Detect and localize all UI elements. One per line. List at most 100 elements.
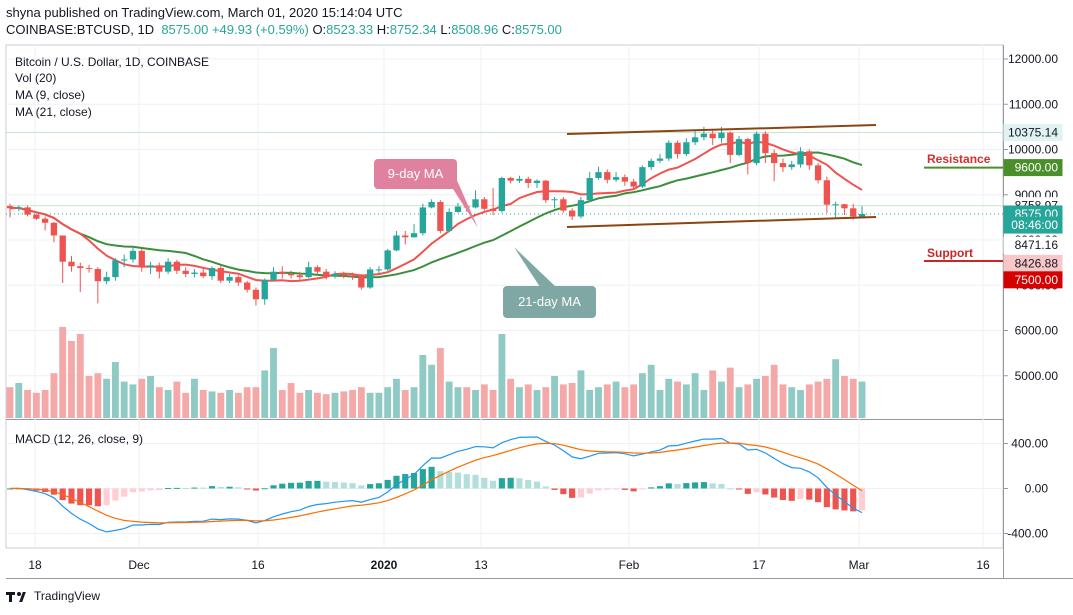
candle[interactable] xyxy=(788,160,795,170)
candle[interactable] xyxy=(727,131,734,164)
candle[interactable] xyxy=(366,267,374,289)
candle[interactable] xyxy=(674,140,681,159)
candle[interactable] xyxy=(437,200,444,234)
candle[interactable] xyxy=(323,268,330,280)
candle[interactable] xyxy=(147,261,154,274)
candle[interactable] xyxy=(393,230,400,252)
candle[interactable] xyxy=(481,197,488,211)
candle[interactable] xyxy=(595,166,602,180)
candle[interactable] xyxy=(586,172,593,202)
candle[interactable] xyxy=(516,175,523,183)
candle[interactable] xyxy=(683,138,690,157)
candle[interactable] xyxy=(665,140,672,161)
candle[interactable] xyxy=(261,278,268,305)
candle[interactable] xyxy=(560,197,567,213)
candle[interactable] xyxy=(217,264,224,283)
candle[interactable] xyxy=(296,271,304,280)
candle[interactable] xyxy=(287,270,295,279)
candle[interactable] xyxy=(279,266,286,279)
candle[interactable] xyxy=(314,265,321,276)
candle[interactable] xyxy=(648,158,655,170)
candle[interactable] xyxy=(77,262,84,293)
candle[interactable] xyxy=(498,176,506,213)
volume-bar xyxy=(849,378,857,418)
candle[interactable] xyxy=(164,258,172,274)
candle[interactable] xyxy=(568,208,576,221)
candle[interactable] xyxy=(305,261,312,279)
candle[interactable] xyxy=(630,178,637,190)
candle[interactable] xyxy=(604,169,611,184)
candle[interactable] xyxy=(59,235,66,283)
candle[interactable] xyxy=(612,172,620,183)
candle[interactable] xyxy=(762,131,769,164)
candle[interactable] xyxy=(858,206,866,218)
candle[interactable] xyxy=(235,275,242,286)
candle[interactable] xyxy=(551,197,558,209)
candle[interactable] xyxy=(85,264,93,273)
candle[interactable] xyxy=(112,258,119,281)
candle[interactable] xyxy=(33,213,40,221)
candle[interactable] xyxy=(797,147,804,168)
candle[interactable] xyxy=(226,273,233,283)
candle[interactable] xyxy=(446,208,453,232)
candle[interactable] xyxy=(6,203,14,218)
candle[interactable] xyxy=(753,131,760,166)
candle[interactable] xyxy=(542,179,549,203)
price-tick-label: 10000.00 xyxy=(1008,143,1058,157)
candle[interactable] xyxy=(384,249,391,271)
candle[interactable] xyxy=(200,268,207,279)
candle[interactable] xyxy=(533,179,541,188)
candle[interactable] xyxy=(349,272,356,280)
candle[interactable] xyxy=(525,176,532,188)
candle[interactable] xyxy=(208,266,216,280)
candle[interactable] xyxy=(419,203,426,236)
candle[interactable] xyxy=(507,176,514,184)
candle[interactable] xyxy=(832,201,839,218)
candlestick-series[interactable] xyxy=(6,126,866,306)
candle[interactable] xyxy=(243,280,251,293)
candle[interactable] xyxy=(173,259,181,274)
candle[interactable] xyxy=(103,271,110,285)
candle[interactable] xyxy=(771,149,778,182)
candle[interactable] xyxy=(270,267,277,282)
candle[interactable] xyxy=(24,205,31,217)
candle[interactable] xyxy=(129,246,137,263)
candle[interactable] xyxy=(621,174,629,186)
candle[interactable] xyxy=(375,266,383,274)
candle[interactable] xyxy=(489,187,497,216)
candle[interactable] xyxy=(331,271,339,279)
candle[interactable] xyxy=(472,190,479,209)
candle[interactable] xyxy=(410,224,418,238)
candle[interactable] xyxy=(639,165,646,188)
candle[interactable] xyxy=(744,137,751,175)
candle[interactable] xyxy=(428,199,435,209)
candle[interactable] xyxy=(454,202,462,213)
candle[interactable] xyxy=(709,129,716,145)
candle[interactable] xyxy=(814,163,822,184)
candle[interactable] xyxy=(182,267,189,278)
candle[interactable] xyxy=(577,197,585,219)
candle[interactable] xyxy=(252,287,260,306)
candle[interactable] xyxy=(656,154,664,164)
candle[interactable] xyxy=(691,131,699,145)
candle[interactable] xyxy=(15,205,22,212)
candle[interactable] xyxy=(94,267,101,304)
candle[interactable] xyxy=(68,255,75,272)
candle[interactable] xyxy=(191,268,198,278)
candle[interactable] xyxy=(358,273,365,290)
candle[interactable] xyxy=(340,271,347,279)
candle[interactable] xyxy=(841,203,848,216)
candle[interactable] xyxy=(41,216,49,231)
candle[interactable] xyxy=(121,254,128,268)
candle[interactable] xyxy=(50,221,58,243)
candle[interactable] xyxy=(156,262,163,279)
candle[interactable] xyxy=(402,230,409,245)
candle[interactable] xyxy=(700,126,708,141)
candle-body xyxy=(604,172,611,180)
candle[interactable] xyxy=(138,249,145,272)
candle[interactable] xyxy=(806,149,813,170)
candle[interactable] xyxy=(823,176,831,213)
candle[interactable] xyxy=(779,158,787,173)
candle[interactable] xyxy=(735,135,743,157)
